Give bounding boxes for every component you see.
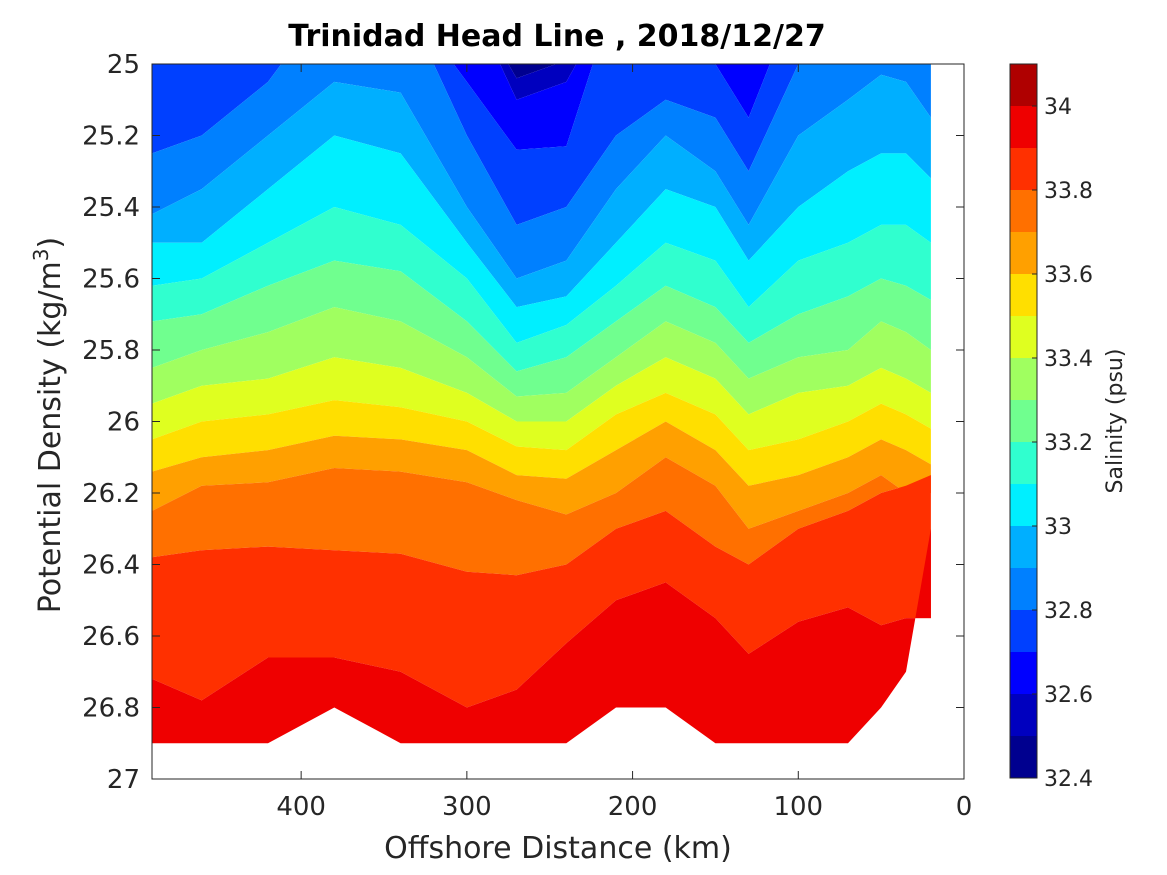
- colorbar-band: [1010, 64, 1037, 106]
- y-tick-label: 26.8: [82, 694, 140, 724]
- colorbar-band: [1010, 190, 1037, 232]
- colorbar-band: [1010, 526, 1037, 568]
- y-tick-label: 25.2: [82, 122, 140, 152]
- y-axis-label-main: Potential Density (kg/m: [33, 261, 68, 613]
- y-tick-label: 25.8: [82, 336, 140, 366]
- contour-band-s33.1: [152, 207, 931, 372]
- x-tick-label: 400: [276, 792, 326, 822]
- contour-band-s33.5: [152, 392, 931, 486]
- colorbar-band: [1010, 316, 1037, 358]
- colorbar-frame: [1009, 63, 1038, 779]
- contour-band-s32.6: [201, 64, 770, 150]
- colorbar-band: [1010, 610, 1037, 652]
- y-axis-label-superscript: 3: [29, 248, 53, 261]
- colorbar-tick-label: 32.4: [1044, 767, 1093, 792]
- y-axis-label: Potential Density (kg/m3): [29, 237, 68, 613]
- x-axis-label: Offshore Distance (km): [384, 831, 732, 866]
- contour-band-s33.3: [152, 307, 931, 422]
- colorbar-tick-label: 32.8: [1044, 599, 1093, 624]
- colorbar-ticks: 32.4 32.6 32.8 33 33.2 33.4 33.6 33.8 34: [1032, 95, 1093, 792]
- colorbar-band: [1010, 736, 1037, 778]
- colorbar-band: [1010, 568, 1037, 610]
- contour-band-s33.6: [152, 421, 931, 529]
- y-tick-label: 26.2: [82, 479, 140, 509]
- colorbar-tick-label: 34: [1044, 95, 1072, 120]
- y-tick-label: 25.6: [82, 265, 140, 295]
- y-axis-ticks: 25 25.2 25.4 25.6 25.8 26 26.2 26.4 26.6 26.8 27: [82, 50, 964, 795]
- colorbar-label: Salinity (psu): [1103, 349, 1128, 494]
- colorbar-band: [1010, 442, 1037, 484]
- contour-band-s33.4: [152, 357, 931, 451]
- contour-band-s33.2: [152, 260, 931, 397]
- y-tick-label: 26.4: [82, 551, 140, 581]
- contour-band-s33.0: [152, 135, 931, 343]
- y-tick-label: 26: [107, 408, 140, 438]
- x-axis-ticks: 400 300 200 100 0: [276, 64, 972, 822]
- y-tick-label: 25.4: [82, 193, 140, 223]
- y-tick-label: 25: [107, 50, 140, 80]
- colorbar-tick-label: 33.4: [1044, 347, 1093, 372]
- colorbar-band: [1010, 652, 1037, 694]
- colorbar-tick-label: 33.2: [1044, 431, 1093, 456]
- y-axis-label-close: ): [33, 237, 68, 249]
- colorbar-band: [1010, 232, 1037, 274]
- colorbar-tick-label: 33.8: [1044, 179, 1093, 204]
- colorbar-band: [1010, 484, 1037, 526]
- plot-area: 400 300 200 100 0 25 25.2 25.4 25.6 25.8 26 26.2 26…: [82, 50, 972, 822]
- y-tick-label: 26.6: [82, 622, 140, 652]
- contour-fills: [152, 64, 931, 744]
- contour-band-s32.7: [152, 64, 799, 225]
- colorbar-band: [1010, 274, 1037, 316]
- colorbar: 32.4 32.6 32.8 33 33.2 33.4 33.6 33.8 34: [1009, 63, 1093, 792]
- colorbar-band: [1010, 694, 1037, 736]
- contour-band-s32.9: [152, 74, 931, 308]
- y-tick-label: 27: [107, 765, 140, 795]
- colorbar-band: [1010, 358, 1037, 400]
- x-tick-label: 0: [956, 792, 973, 822]
- contour-band-s32.5: [500, 64, 577, 100]
- colorbar-band: [1010, 106, 1037, 148]
- colorbar-bands: [1010, 64, 1037, 778]
- colorbar-band: [1010, 148, 1037, 190]
- colorbar-tick-label: 33.6: [1044, 263, 1093, 288]
- colorbar-tick-label: 33: [1044, 515, 1072, 540]
- x-tick-label: 100: [773, 792, 823, 822]
- chart-title: Trinidad Head Line , 2018/12/27: [288, 19, 825, 54]
- x-tick-label: 200: [608, 792, 658, 822]
- colorbar-tick-label: 32.6: [1044, 683, 1093, 708]
- contour-band-s33.9: [152, 475, 931, 708]
- x-tick-label: 300: [442, 792, 492, 822]
- contour-band-s34.0: [152, 528, 931, 744]
- contour-band-s32.4: [508, 64, 557, 79]
- colorbar-band: [1010, 400, 1037, 442]
- contour-band-s32.8: [152, 64, 931, 279]
- contour-band-s33.7: [152, 457, 931, 576]
